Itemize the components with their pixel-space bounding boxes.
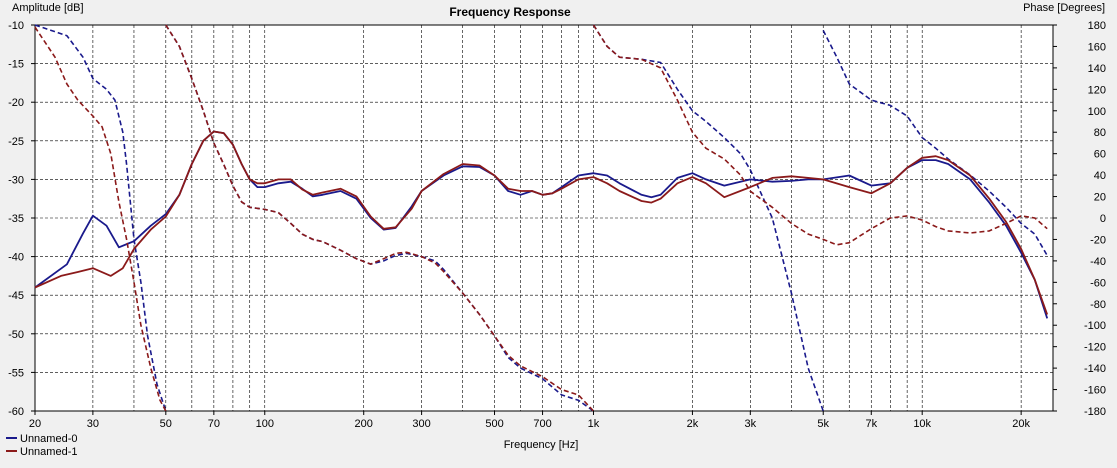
x-tick-label: 300	[412, 418, 430, 430]
y-right-tick-label: 0	[1100, 213, 1106, 225]
x-tick-label: 100	[256, 418, 274, 430]
plot-area	[34, 24, 1054, 412]
x-tick-label: 20	[29, 418, 41, 430]
y-left-tick-label: -60	[8, 406, 24, 418]
x-tick-label: 500	[485, 418, 503, 430]
y-left-tick-label: -35	[8, 213, 24, 225]
y-right-tick-label: -180	[1084, 406, 1106, 418]
y-left-tick-label: -10	[8, 20, 24, 32]
y-right-tick-label: -40	[1090, 256, 1106, 268]
y-left-tick-label: -25	[8, 136, 24, 148]
series-layer	[34, 24, 1049, 412]
grid	[35, 24, 1053, 412]
y-left-tick-label: -30	[8, 174, 24, 186]
series-phase-line-1	[34, 24, 1048, 412]
x-tick-label: 7k	[865, 418, 877, 430]
y-left-tick-label: -20	[8, 97, 24, 109]
y-right-tick-label: -20	[1090, 234, 1106, 246]
x-tick-label: 200	[355, 418, 373, 430]
x-tick-label: 1k	[588, 418, 600, 430]
x-tick-label: 30	[87, 418, 99, 430]
x-tick-label: 3k	[745, 418, 757, 430]
x-tick-label: 70	[208, 418, 220, 430]
x-tick-label: 2k	[687, 418, 699, 430]
y-axis-right-label: Phase [Degrees]	[1023, 2, 1105, 14]
y-right-tick-label: 180	[1088, 20, 1106, 32]
x-tick-label: 700	[533, 418, 551, 430]
chart-title: Frequency Response	[449, 5, 571, 19]
y-right-tick-label: 140	[1088, 63, 1106, 75]
y-left-tick-label: -15	[8, 59, 24, 71]
series-amplitude-line-1	[34, 130, 1049, 315]
y-right-tick-label: -100	[1084, 320, 1106, 332]
y-left-tick-label: -55	[8, 367, 24, 379]
y-axis-left-label: Amplitude [dB]	[12, 2, 84, 14]
x-tick-label: 10k	[913, 418, 931, 430]
y-right-tick-label: -140	[1084, 363, 1106, 375]
y-right-tick-label: -80	[1090, 299, 1106, 311]
x-tick-label: 5k	[817, 418, 829, 430]
x-axis-label: Frequency [Hz]	[504, 439, 579, 451]
y-right-tick-label: -120	[1084, 342, 1106, 354]
y-right-tick-label: 160	[1088, 41, 1106, 53]
legend-label: Unnamed-1	[20, 446, 77, 458]
y-right-tick-label: 120	[1088, 84, 1106, 96]
y-left-tick-label: -45	[8, 290, 24, 302]
y-right-tick-label: 40	[1094, 170, 1106, 182]
legend-label: Unnamed-0	[20, 433, 77, 445]
x-tick-label: 50	[160, 418, 172, 430]
y-right-tick-label: 80	[1094, 127, 1106, 139]
y-left-tick-label: -50	[8, 329, 24, 341]
y-left-tick-label: -40	[8, 252, 24, 264]
axes: 20 30 50 70 100 200 300 500 700 1k 2k 3k 5k 7k 10k 20k-…	[8, 20, 1106, 430]
y-right-tick-label: 60	[1094, 149, 1106, 161]
y-right-tick-label: -160	[1084, 385, 1106, 397]
y-right-tick-label: 100	[1088, 106, 1106, 118]
y-right-tick-label: 20	[1094, 192, 1106, 204]
x-tick-label: 20k	[1012, 418, 1030, 430]
y-right-tick-label: -60	[1090, 277, 1106, 289]
